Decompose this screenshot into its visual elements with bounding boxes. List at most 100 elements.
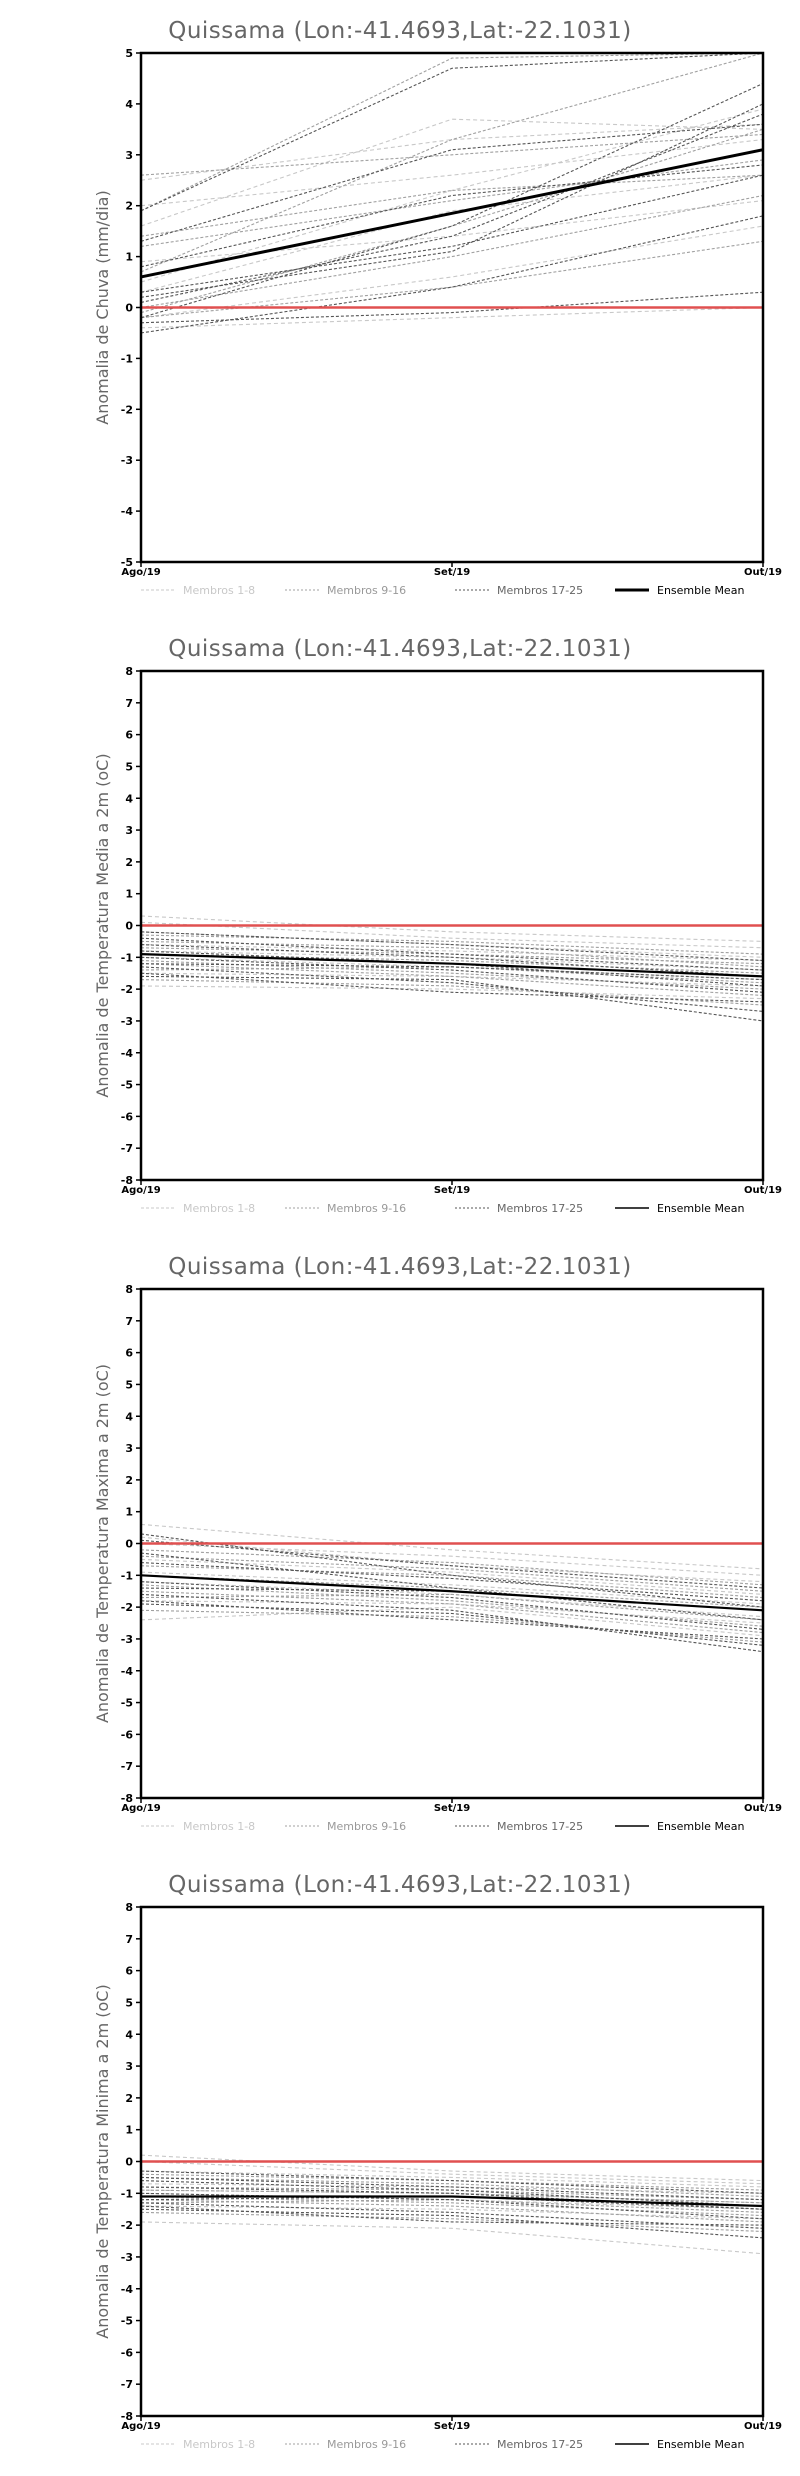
legend-label-members-17-25: Membros 17-25 <box>497 1202 583 1215</box>
legend: Membros 1-8 Membros 9-16 Membros 17-25 Ense… <box>141 1202 744 1215</box>
y-tick-label: 6 <box>125 1965 133 1978</box>
members-9-16-line <box>140 2211 764 2233</box>
y-tick-label: -6 <box>121 2346 134 2359</box>
members-1-8-line <box>140 985 764 1000</box>
y-tick-label: 1 <box>125 888 133 901</box>
members-9-16-line <box>140 2173 764 2191</box>
members-1-8-line <box>140 225 764 319</box>
members-1-8-line <box>140 2170 764 2188</box>
members-17-25-line <box>140 1603 764 1646</box>
y-tick-label: -4 <box>121 1665 134 1678</box>
members-9-16-line <box>140 52 764 273</box>
chart-panel-2: Quissama (Lon:-41.4693,Lat:-22.1031) Anom… <box>0 618 800 1236</box>
y-tick-label: 3 <box>125 1442 133 1455</box>
members-9-16-line <box>140 963 764 997</box>
legend: Membros 1-8 Membros 9-16 Membros 17-25 Ense… <box>141 2438 744 2451</box>
ensemble-mean-line <box>141 2195 764 2208</box>
y-tick-label: -3 <box>121 2251 133 2264</box>
members-1-8-line <box>140 1606 764 1637</box>
members-1-8-line <box>140 915 764 942</box>
ensemble-mean-line <box>140 1574 764 1612</box>
y-tick-label: -2 <box>121 2219 133 2232</box>
legend-label-ensemble-mean: Ensemble Mean <box>657 1202 744 1215</box>
y-tick-label: -7 <box>121 1142 133 1155</box>
members-1-8-line <box>140 1558 764 1595</box>
members-9-16-line <box>140 1590 764 1634</box>
y-tick-label: -5 <box>121 1697 133 1710</box>
y-tick-label: 7 <box>125 1933 133 1946</box>
members-1-8-line <box>140 1523 764 1570</box>
members-9-16-line <box>140 133 764 176</box>
y-tick-label: 5 <box>125 1378 133 1391</box>
members-17-25-line <box>140 291 764 324</box>
members-1-8-line <box>140 123 764 181</box>
y-tick-label: 1 <box>125 251 133 264</box>
chart-svg: Quissama (Lon:-41.4693,Lat:-22.1031) Anom… <box>93 636 782 1215</box>
y-axis-label: Anomalia de Temperatura Minima a 2m (oC) <box>93 1984 112 2338</box>
members-17-25-line <box>140 2205 764 2226</box>
y-tick-label: 1 <box>125 1506 133 1519</box>
members-9-16-line <box>140 959 764 990</box>
legend-label-members-1-8: Membros 1-8 <box>183 584 255 597</box>
members-1-8-line <box>140 306 764 329</box>
legend-label-ensemble-mean: Ensemble Mean <box>657 2438 744 2451</box>
members-1-8-line <box>140 921 764 949</box>
members-17-25-line <box>140 1562 764 1602</box>
members-9-16-line <box>140 2195 764 2217</box>
x-tick-label: Out/19 <box>744 1185 782 1196</box>
y-tick-label: 2 <box>125 1474 133 1487</box>
members-9-16-line <box>140 1609 764 1643</box>
chart-panel-1: Quissama (Lon:-41.4693,Lat:-22.1031) Anom… <box>0 0 800 618</box>
y-tick-label: -5 <box>121 2315 133 2328</box>
members-9-16-line <box>140 1565 764 1599</box>
chart-svg: Quissama (Lon:-41.4693,Lat:-22.1031) Anom… <box>93 1872 782 2451</box>
legend-label-members-9-16: Membros 9-16 <box>327 2438 406 2451</box>
x-tick-label: Out/19 <box>744 1803 782 1814</box>
y-tick-label: -1 <box>121 1569 133 1582</box>
members-9-16-line <box>140 128 764 314</box>
y-tick-label: -8 <box>121 1174 133 1187</box>
x-tick-label: Ago/19 <box>121 1185 160 1196</box>
legend-label-members-17-25: Membros 17-25 <box>497 2438 583 2451</box>
members-1-8-line <box>140 1542 764 1576</box>
members-17-25-line <box>140 972 764 1003</box>
members-17-25-line <box>140 1581 764 1630</box>
y-tick-label: -2 <box>121 983 133 996</box>
members-9-16-line <box>140 934 764 955</box>
members-17-25-line <box>140 975 764 1022</box>
y-tick-label: 2 <box>125 2092 133 2105</box>
y-tick-label: -5 <box>121 1079 133 1092</box>
members-17-25-line <box>140 2192 764 2220</box>
ensemble-mean-line <box>140 953 764 978</box>
chart-panel-3: Quissama (Lon:-41.4693,Lat:-22.1031) Anom… <box>0 1236 800 1854</box>
y-tick-label: -2 <box>121 1601 133 1614</box>
y-tick-label: 7 <box>125 697 133 710</box>
members-1-8-line <box>140 2160 764 2185</box>
members-9-16-line <box>140 240 764 319</box>
y-tick-label: -4 <box>121 1047 134 1060</box>
y-tick-label: 0 <box>125 920 133 933</box>
y-tick-label: -4 <box>121 505 134 518</box>
members-9-16-line <box>140 2176 764 2198</box>
members-17-25-line <box>140 215 764 334</box>
y-tick-label: -3 <box>121 454 133 467</box>
y-tick-label: 4 <box>125 1410 133 1423</box>
legend: Membros 1-8 Membros 9-16 Membros 17-25 Ense… <box>141 584 744 597</box>
members-9-16-line <box>140 953 764 974</box>
y-tick-label: 8 <box>125 665 133 678</box>
y-tick-label: 0 <box>125 1538 133 1551</box>
members-17-25-line <box>140 123 764 242</box>
members-17-25-line <box>140 2186 764 2210</box>
members-17-25-line <box>140 1593 764 1653</box>
legend-label-members-17-25: Membros 17-25 <box>497 584 583 597</box>
legend-label-members-1-8: Membros 1-8 <box>183 2438 255 2451</box>
y-tick-label: 5 <box>125 1996 133 2009</box>
x-tick-label: Out/19 <box>744 2421 782 2432</box>
y-tick-label: 1 <box>125 2124 133 2137</box>
members-17-25-line <box>140 2180 764 2207</box>
y-tick-label: 5 <box>125 47 133 60</box>
members-1-8-line <box>140 2154 764 2182</box>
y-tick-label: 3 <box>125 2060 133 2073</box>
legend-label-members-9-16: Membros 9-16 <box>327 1202 406 1215</box>
